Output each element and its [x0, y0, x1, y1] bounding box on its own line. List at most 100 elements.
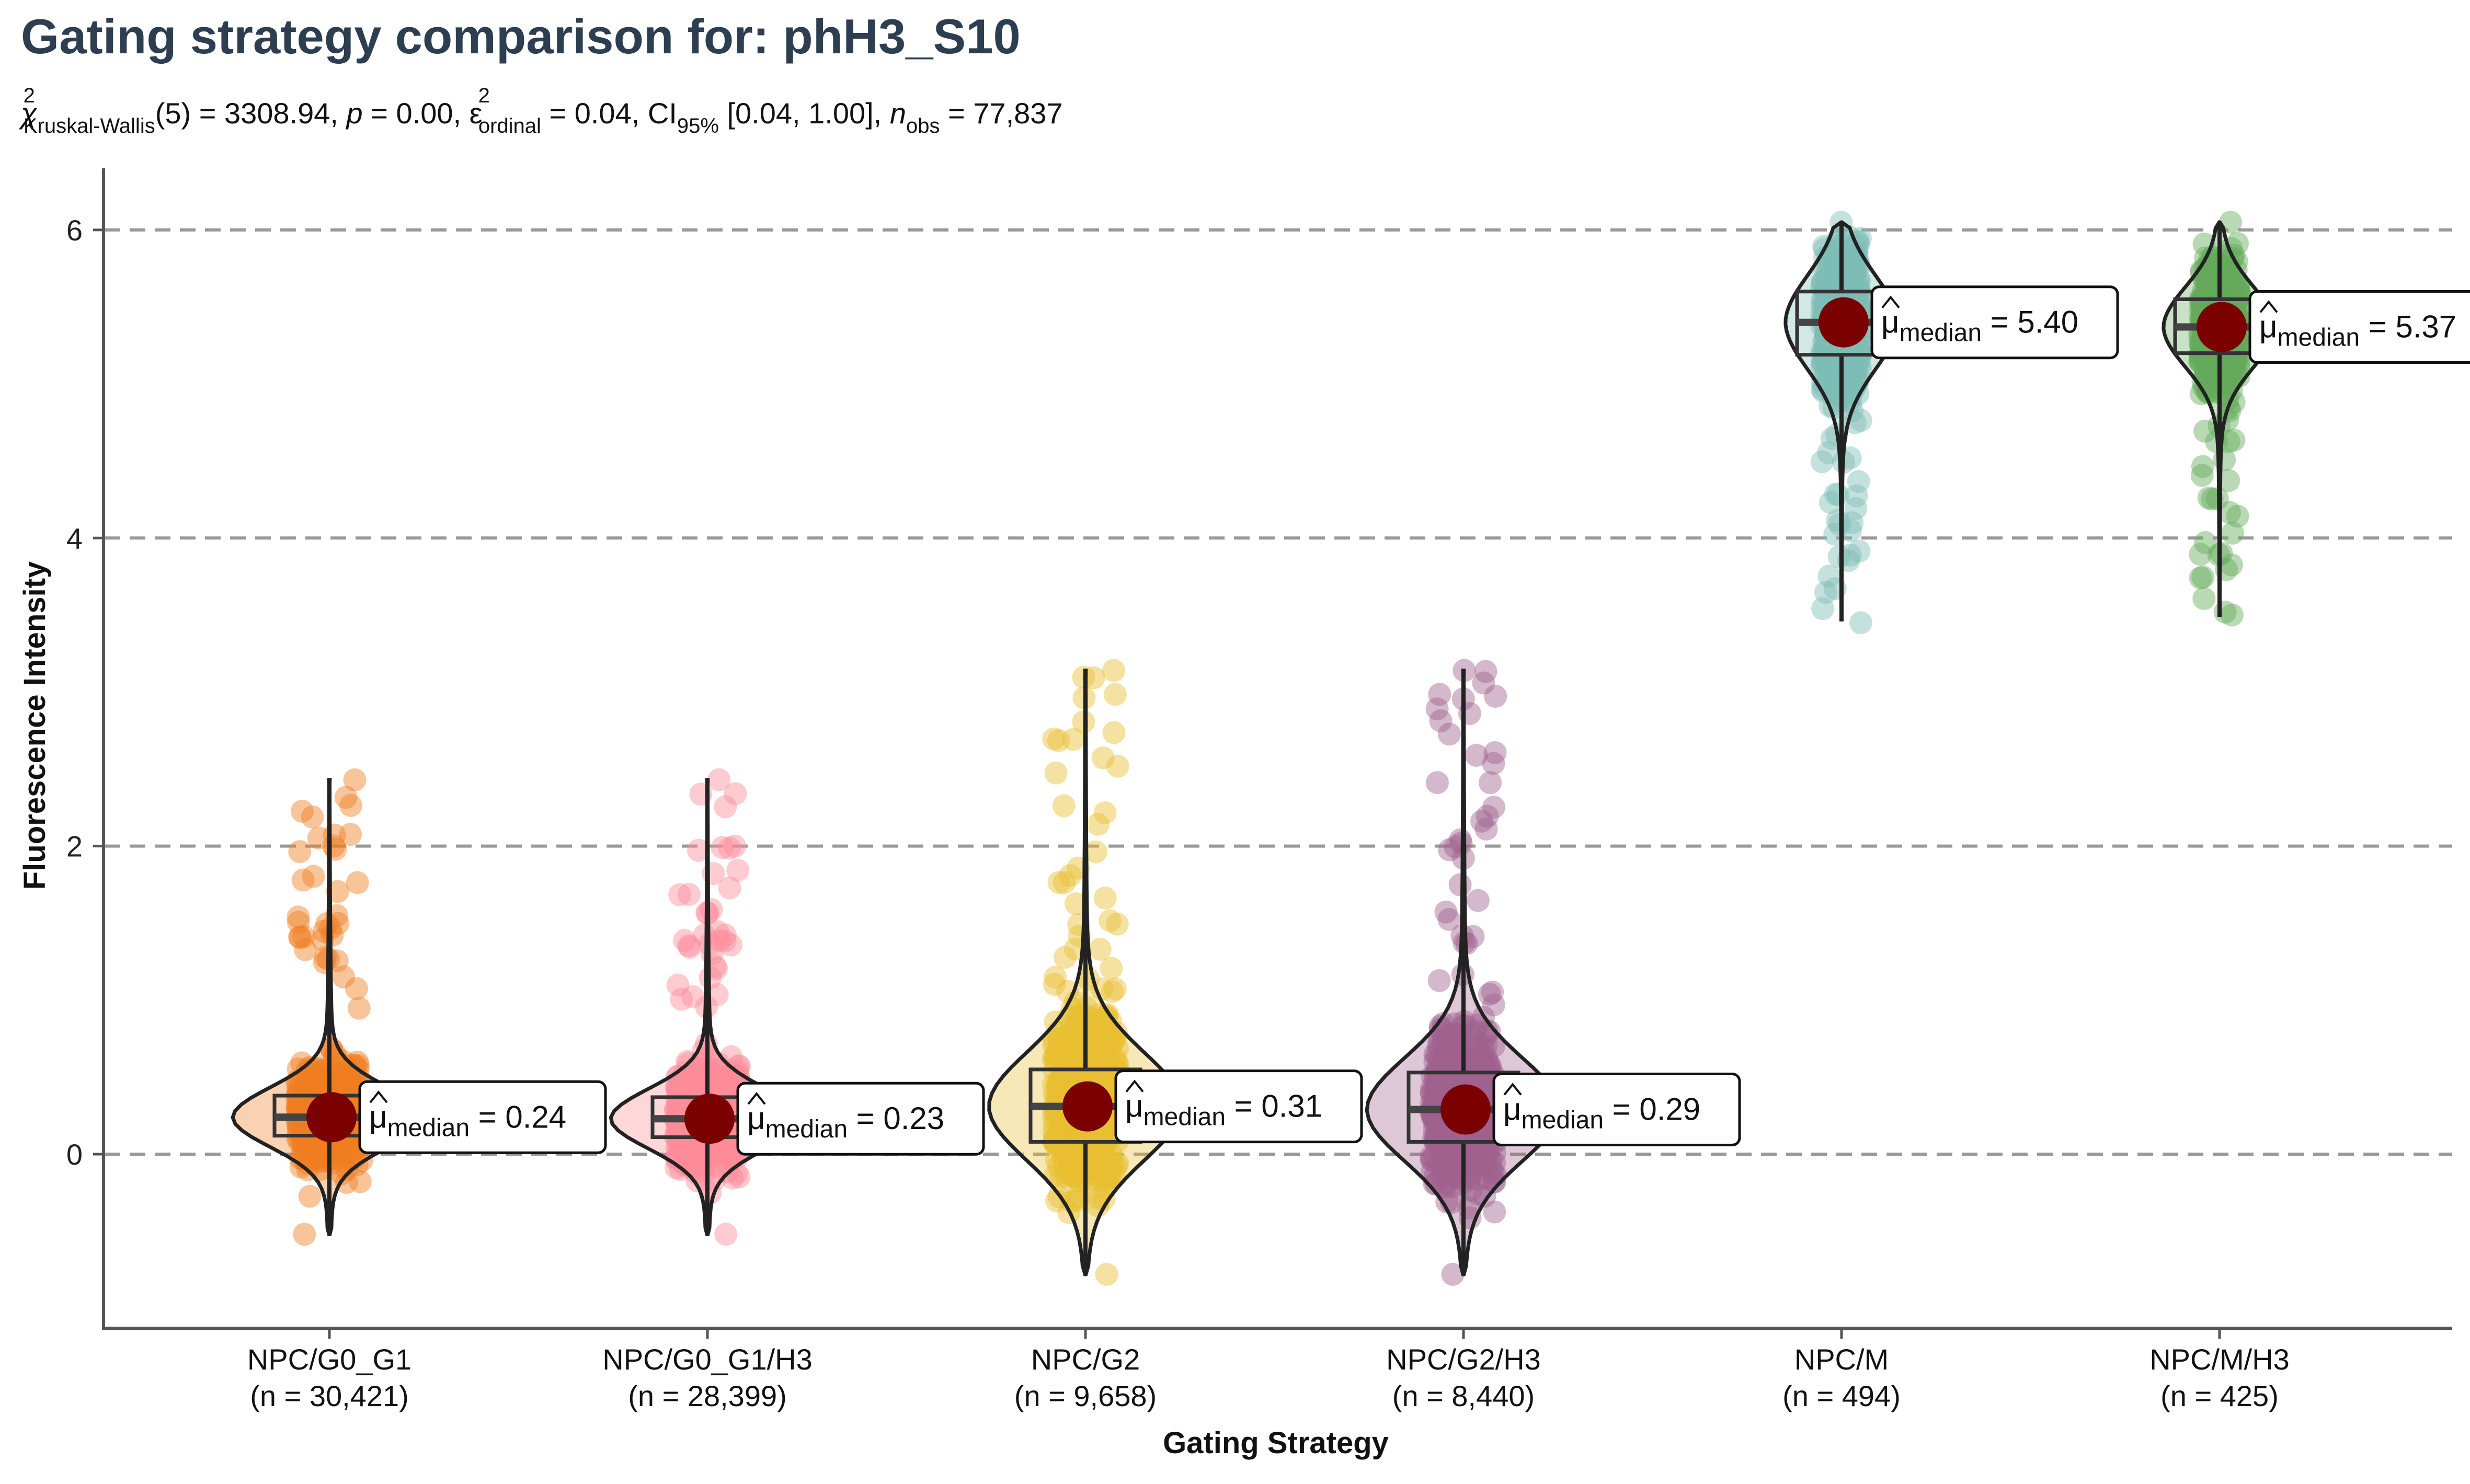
- data-point: [1435, 1190, 1459, 1214]
- data-point: [1103, 1046, 1127, 1070]
- median-point: [2197, 302, 2247, 352]
- data-point: [714, 1223, 738, 1246]
- data-point: [337, 1073, 360, 1097]
- data-point: [307, 826, 330, 850]
- data-point: [1094, 1034, 1118, 1057]
- data-point: [338, 1134, 362, 1157]
- data-point: [1047, 729, 1070, 752]
- data-point: [1089, 1029, 1112, 1053]
- data-point: [677, 1143, 701, 1167]
- data-point: [1465, 1032, 1489, 1056]
- data-point: [1425, 1044, 1448, 1067]
- data-point: [666, 1136, 690, 1160]
- data-point: [1429, 1122, 1453, 1145]
- data-point: [673, 1061, 696, 1084]
- data-point: [666, 1065, 689, 1089]
- data-point: [711, 836, 734, 859]
- data-point: [307, 1136, 331, 1159]
- data-point: [1053, 1034, 1077, 1057]
- data-point: [304, 1065, 327, 1089]
- data-point: [1086, 1151, 1110, 1174]
- data-point: [1083, 1133, 1107, 1157]
- data-point: [1049, 1133, 1072, 1156]
- median-point: [1440, 1084, 1491, 1135]
- data-point: [290, 1087, 314, 1110]
- data-point: [1472, 671, 1495, 695]
- data-point: [1064, 1023, 1087, 1046]
- data-point: [1093, 801, 1117, 825]
- data-point: [1062, 1126, 1086, 1150]
- data-point: [1097, 1166, 1121, 1190]
- data-point: [338, 1138, 361, 1161]
- data-point: [1095, 1170, 1119, 1193]
- data-point: [705, 1141, 728, 1164]
- data-point: [1102, 721, 1126, 744]
- data-point: [676, 1134, 699, 1157]
- data-point: [1091, 1039, 1115, 1063]
- data-point: [673, 929, 696, 952]
- data-point: [726, 858, 750, 882]
- data-point: [288, 840, 312, 864]
- median-point: [306, 1092, 357, 1143]
- data-point: [724, 782, 747, 806]
- data-point: [287, 1095, 311, 1119]
- data-point: [1443, 1022, 1466, 1046]
- data-point: [1063, 1142, 1087, 1165]
- data-point: [1819, 491, 1842, 514]
- data-point: [717, 1136, 740, 1159]
- data-point: [1064, 991, 1087, 1014]
- data-point: [2191, 565, 2215, 589]
- y-tick-label: 2: [66, 830, 83, 863]
- data-point: [1044, 965, 1067, 989]
- data-point: [1042, 1106, 1066, 1130]
- data-point: [1092, 1045, 1116, 1069]
- data-point: [705, 983, 729, 1006]
- median-value: = 0.23: [848, 1101, 944, 1136]
- data-point: [1100, 1144, 1124, 1167]
- data-point: [1042, 1120, 1066, 1144]
- data-point: [1090, 1132, 1114, 1156]
- data-point: [298, 1072, 322, 1095]
- data-point: [1045, 1134, 1068, 1157]
- data-point: [716, 1140, 739, 1163]
- data-point: [1089, 1166, 1112, 1190]
- data-point: [1044, 761, 1068, 785]
- data-point: [1432, 1155, 1456, 1179]
- data-point: [711, 1075, 735, 1099]
- data-point: [1053, 1133, 1077, 1156]
- data-point: [1047, 1073, 1071, 1096]
- y-tick-label: 6: [66, 214, 83, 247]
- data-point: [328, 1067, 352, 1091]
- data-point: [1466, 889, 1490, 912]
- data-point: [1099, 1157, 1123, 1181]
- data-point: [294, 1082, 318, 1105]
- data-point: [1099, 1035, 1123, 1059]
- data-point: [333, 1149, 357, 1173]
- data-point: [683, 1153, 706, 1177]
- data-point: [287, 1086, 310, 1110]
- data-point: [1056, 1146, 1080, 1170]
- data-point: [1096, 1023, 1119, 1046]
- data-point: [1060, 997, 1084, 1020]
- data-point: [1055, 1145, 1078, 1168]
- data-point: [290, 1121, 313, 1144]
- data-point: [309, 1157, 333, 1181]
- data-point: [1437, 1050, 1461, 1074]
- data-point: [288, 926, 312, 949]
- data-point: [1042, 1073, 1065, 1096]
- data-point: [723, 834, 747, 858]
- data-point: [1479, 771, 1502, 795]
- data-point: [1844, 497, 1868, 520]
- data-point: [1070, 1015, 1094, 1038]
- data-point: [669, 1088, 693, 1112]
- data-point: [289, 1146, 312, 1170]
- data-point: [667, 1129, 691, 1153]
- data-point: [1100, 957, 1123, 980]
- data-point: [671, 1138, 694, 1161]
- data-point: [687, 838, 711, 862]
- data-point: [1103, 1163, 1127, 1187]
- data-point: [1084, 1044, 1107, 1068]
- epsilon-subscript: ordinal: [478, 114, 541, 137]
- data-point: [308, 1075, 331, 1099]
